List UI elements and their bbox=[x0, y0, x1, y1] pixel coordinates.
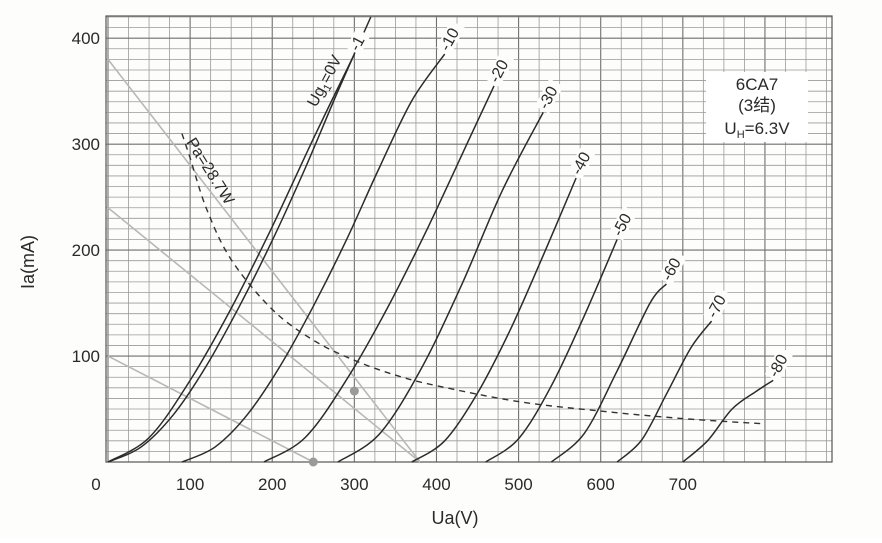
x-tick-label: 600 bbox=[587, 475, 615, 494]
x-tick-label: 700 bbox=[669, 475, 697, 494]
load-line bbox=[107, 207, 421, 463]
plot-frame bbox=[105, 15, 833, 463]
series-line bbox=[107, 16, 372, 463]
operating-point bbox=[308, 457, 318, 467]
series-label-background bbox=[608, 205, 638, 241]
y-axis-title: Ia(mA) bbox=[18, 235, 38, 289]
series-label-background bbox=[657, 250, 687, 286]
x-tick-label: 200 bbox=[258, 475, 286, 494]
tube-mode: (3结) bbox=[738, 96, 776, 115]
heater-base: U bbox=[724, 119, 736, 138]
operating-points bbox=[308, 386, 359, 467]
series-label-background bbox=[436, 20, 465, 56]
tube-info-background bbox=[706, 72, 808, 142]
series-label-background bbox=[567, 144, 597, 180]
axes: 0 100 200 300 400 500 600 700 100 200 300 400 bbox=[72, 29, 697, 494]
series-label-background bbox=[534, 78, 564, 114]
series-line bbox=[411, 177, 577, 463]
tube-info-box: 6CA7 (3结) UH=6.3V bbox=[706, 72, 808, 142]
series-label-background bbox=[764, 346, 794, 382]
x-tick-label: 0 bbox=[91, 475, 100, 494]
anode-curves bbox=[107, 16, 774, 463]
load-line bbox=[107, 58, 421, 463]
series-line bbox=[263, 85, 495, 463]
y-tick-label: 100 bbox=[72, 347, 100, 366]
series-line bbox=[616, 320, 713, 463]
series-line bbox=[550, 283, 667, 463]
series-label-background bbox=[345, 28, 371, 56]
y-tick-label: 200 bbox=[72, 241, 100, 260]
x-tick-label: 400 bbox=[422, 475, 450, 494]
power-curve-label: Pa=28.7W bbox=[183, 135, 238, 209]
x-tick-label: 500 bbox=[504, 475, 532, 494]
series-line bbox=[337, 112, 544, 463]
operating-point bbox=[349, 386, 359, 396]
load-line bbox=[107, 355, 314, 463]
series-label-sub: 1 bbox=[321, 82, 334, 93]
load-lines bbox=[107, 58, 421, 463]
grid bbox=[105, 15, 833, 463]
series-line bbox=[682, 379, 774, 463]
series-line bbox=[181, 53, 446, 463]
series-line bbox=[107, 53, 356, 463]
power-dissipation-curve bbox=[181, 133, 765, 425]
x-tick-label: 100 bbox=[176, 475, 204, 494]
series-label-background bbox=[485, 52, 515, 88]
tube-name: 6CA7 bbox=[736, 75, 779, 94]
tube-heater-voltage: UH=6.3V bbox=[724, 119, 790, 141]
x-axis-title: Ua(V) bbox=[431, 508, 478, 528]
y-tick-label: 300 bbox=[72, 135, 100, 154]
series-line bbox=[485, 239, 618, 463]
heater-sub: H bbox=[737, 129, 745, 141]
power-curve bbox=[181, 133, 765, 425]
series-label-background bbox=[703, 287, 732, 323]
heater-value: =6.3V bbox=[745, 119, 791, 138]
x-tick-label: 300 bbox=[340, 475, 368, 494]
y-tick-label: 400 bbox=[72, 29, 100, 48]
